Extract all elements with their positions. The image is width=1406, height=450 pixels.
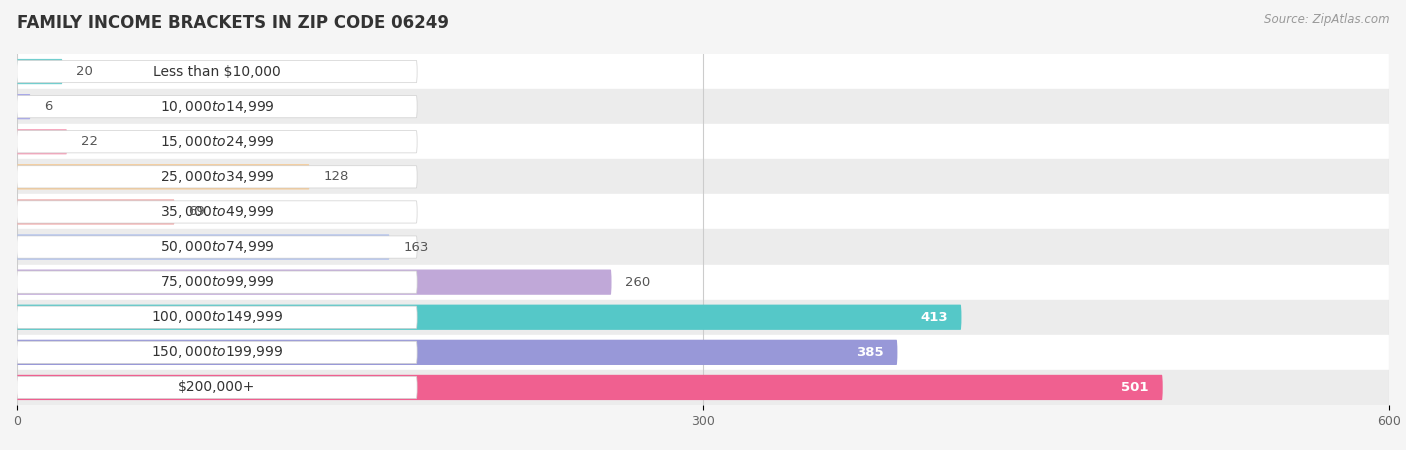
Bar [17, 230, 1389, 265]
FancyBboxPatch shape [17, 201, 418, 223]
Text: $35,000 to $49,999: $35,000 to $49,999 [160, 204, 274, 220]
FancyBboxPatch shape [17, 164, 309, 189]
Bar [17, 89, 1389, 124]
Bar [17, 194, 1389, 230]
Text: 69: 69 [188, 206, 205, 218]
Text: FAMILY INCOME BRACKETS IN ZIP CODE 06249: FAMILY INCOME BRACKETS IN ZIP CODE 06249 [17, 14, 449, 32]
FancyBboxPatch shape [17, 60, 418, 83]
Bar [17, 370, 1389, 405]
Text: 501: 501 [1122, 381, 1149, 394]
Bar [17, 54, 1389, 89]
FancyBboxPatch shape [17, 166, 418, 188]
Bar [17, 265, 1389, 300]
Text: 260: 260 [626, 276, 651, 288]
Text: $100,000 to $149,999: $100,000 to $149,999 [150, 309, 283, 325]
FancyBboxPatch shape [17, 305, 962, 330]
Text: 413: 413 [920, 311, 948, 324]
Text: $75,000 to $99,999: $75,000 to $99,999 [160, 274, 274, 290]
Bar [17, 159, 1389, 194]
Text: $50,000 to $74,999: $50,000 to $74,999 [160, 239, 274, 255]
Text: 22: 22 [82, 135, 98, 148]
FancyBboxPatch shape [17, 376, 418, 399]
FancyBboxPatch shape [17, 375, 1163, 400]
Bar [17, 300, 1389, 335]
Text: 128: 128 [323, 171, 349, 183]
FancyBboxPatch shape [17, 129, 67, 154]
FancyBboxPatch shape [17, 234, 389, 260]
Text: 6: 6 [45, 100, 52, 113]
FancyBboxPatch shape [17, 94, 31, 119]
Text: $10,000 to $14,999: $10,000 to $14,999 [160, 99, 274, 115]
FancyBboxPatch shape [17, 95, 418, 118]
Text: Less than $10,000: Less than $10,000 [153, 64, 281, 79]
FancyBboxPatch shape [17, 199, 174, 225]
FancyBboxPatch shape [17, 130, 418, 153]
FancyBboxPatch shape [17, 340, 897, 365]
Text: $150,000 to $199,999: $150,000 to $199,999 [150, 344, 283, 360]
Text: $25,000 to $34,999: $25,000 to $34,999 [160, 169, 274, 185]
Text: $200,000+: $200,000+ [179, 380, 256, 395]
Text: 20: 20 [76, 65, 93, 78]
Text: 385: 385 [856, 346, 884, 359]
FancyBboxPatch shape [17, 59, 63, 84]
Text: 163: 163 [404, 241, 429, 253]
FancyBboxPatch shape [17, 306, 418, 328]
FancyBboxPatch shape [17, 270, 612, 295]
Text: Source: ZipAtlas.com: Source: ZipAtlas.com [1264, 14, 1389, 27]
Text: $15,000 to $24,999: $15,000 to $24,999 [160, 134, 274, 150]
Bar [17, 124, 1389, 159]
FancyBboxPatch shape [17, 341, 418, 364]
Bar [17, 335, 1389, 370]
FancyBboxPatch shape [17, 236, 418, 258]
FancyBboxPatch shape [17, 271, 418, 293]
